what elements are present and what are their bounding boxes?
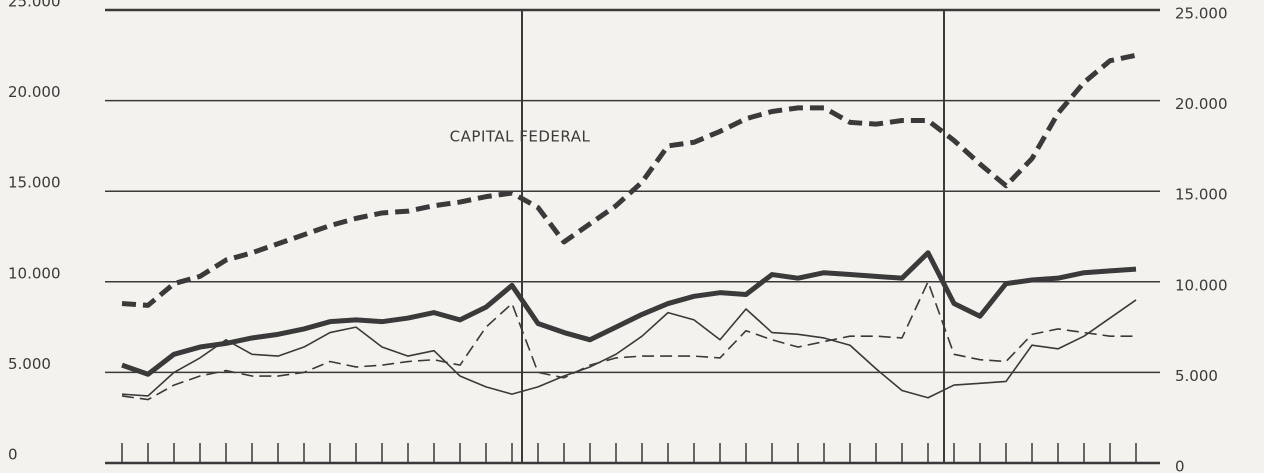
y2-tick-label: 25.000 [1175, 5, 1228, 23]
y-tick-label: 20.000 [8, 83, 61, 101]
y2-tick-label: 0 [1175, 458, 1185, 473]
y-tick-label: 5.000 [8, 355, 51, 373]
y-tick-label: 0 [8, 446, 18, 464]
y2-tick-label: 20.000 [1175, 95, 1228, 113]
y2-tick-label: 10.000 [1175, 276, 1228, 294]
y-tick-label: 15.000 [8, 174, 61, 192]
line-series [121, 299, 1137, 399]
y2-tick-label: 5.000 [1175, 367, 1218, 385]
y-tick-label: 25.000 [8, 0, 61, 11]
line-series [121, 281, 1136, 401]
line-series [121, 52, 1137, 308]
line-series [121, 250, 1137, 377]
y-tick-label: 10.000 [8, 264, 61, 282]
annotation: CAPITAL FEDERAL [450, 128, 591, 146]
y2-tick-label: 15.000 [1175, 186, 1228, 204]
